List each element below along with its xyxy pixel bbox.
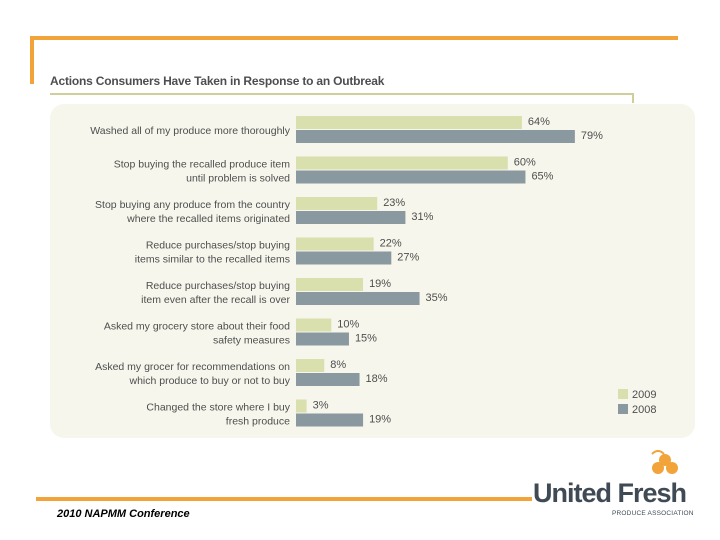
title-underline-end [632,93,634,103]
logo-tagline: PRODUCE ASSOCIATION [612,510,694,517]
category-label-line: Washed all of my produce more thoroughly [90,125,291,137]
bar-2009 [296,399,307,413]
bar-2008 [296,413,364,427]
bar-2009 [296,278,364,291]
legend-swatch-2008 [618,404,628,414]
bar-2009 [296,359,325,372]
bar-2009 [296,197,378,210]
bar-2009 [296,156,508,170]
category-label: Changed the store where I buy fresh produ… [146,402,290,428]
data-label-2008: 18% [366,373,388,385]
category-label-line: Stop buying any produce from the country [95,199,291,211]
bar-2008 [296,292,420,305]
category-label: Asked my grocer for recommendations on wh… [95,361,291,387]
category-label: Stop buying any produce from the country… [95,199,291,225]
data-label-2008: 19% [369,414,391,426]
data-label-2008: 79% [581,130,603,142]
logo-leaf-icon [651,450,665,455]
category-label-line: which produce to buy or not to buy [128,375,290,387]
bar-2008 [296,251,392,265]
legend-swatch-2009 [618,389,628,399]
data-label-2009: 60% [514,157,536,169]
bar-2009 [296,318,332,332]
category-label: Washed all of my produce more thoroughly [90,125,291,137]
category-label: Asked my grocery store about their food s… [104,321,290,347]
top-frame-rule [30,36,678,40]
category-label-line: Reduce purchases/stop buying [146,240,290,252]
bar-2008 [296,170,526,184]
category-label-line: Asked my grocer for recommendations on [95,361,290,373]
data-label-2008: 27% [397,252,419,264]
title-underline [50,93,633,95]
data-label-2008: 31% [411,211,433,223]
data-label-2009: 23% [383,197,405,209]
bar-2008 [296,211,406,224]
data-label-2009: 64% [528,116,550,128]
logo-circle-icon [666,462,678,474]
bar-2008 [296,373,360,386]
category-label-line: Changed the store where I buy [146,402,290,414]
bottom-frame-rule [36,497,532,501]
bar-2009 [296,116,522,129]
logo-circle-icon [659,454,671,466]
bar-2008 [296,332,349,346]
legend-label-2008: 2008 [632,404,656,416]
category-label: Reduce purchases/stop buying item even af… [141,280,290,306]
category-label-line: Reduce purchases/stop buying [146,280,290,292]
chart-title: Actions Consumers Have Taken in Response… [50,74,385,88]
category-label-line: Asked my grocery store about their food [104,321,290,333]
conference-label: 2010 NAPMM Conference [57,508,190,520]
data-label-2009: 19% [369,278,391,290]
category-label-line: Stop buying the recalled produce item [114,159,291,171]
data-label-2009: 10% [337,319,359,331]
category-label-line: until problem is solved [186,173,290,185]
legend-label-2009: 2009 [632,389,656,401]
logo-circle-icon [652,462,664,474]
data-label-2009: 8% [330,359,346,371]
data-label-2008: 35% [426,292,448,304]
category-label-line: safety measures [213,335,290,347]
category-label-line: item even after the recall is over [141,294,290,306]
bar-2008 [296,130,575,143]
data-label-2009: 3% [313,400,329,412]
bar-2009 [296,237,374,251]
left-frame-rule [30,36,34,84]
category-label: Reduce purchases/stop buying items simila… [135,240,290,266]
category-label: Stop buying the recalled produce item unt… [114,159,291,185]
category-label-line: fresh produce [226,416,290,428]
category-label-line: items similar to the recalled items [135,254,290,266]
data-label-2008: 15% [355,333,377,345]
data-label-2008: 65% [531,171,553,183]
united-fresh-logo [651,450,678,474]
data-label-2009: 22% [380,238,402,250]
logo-wordmark: United Fresh [533,478,687,508]
category-label-line: where the recalled items originated [126,213,290,225]
